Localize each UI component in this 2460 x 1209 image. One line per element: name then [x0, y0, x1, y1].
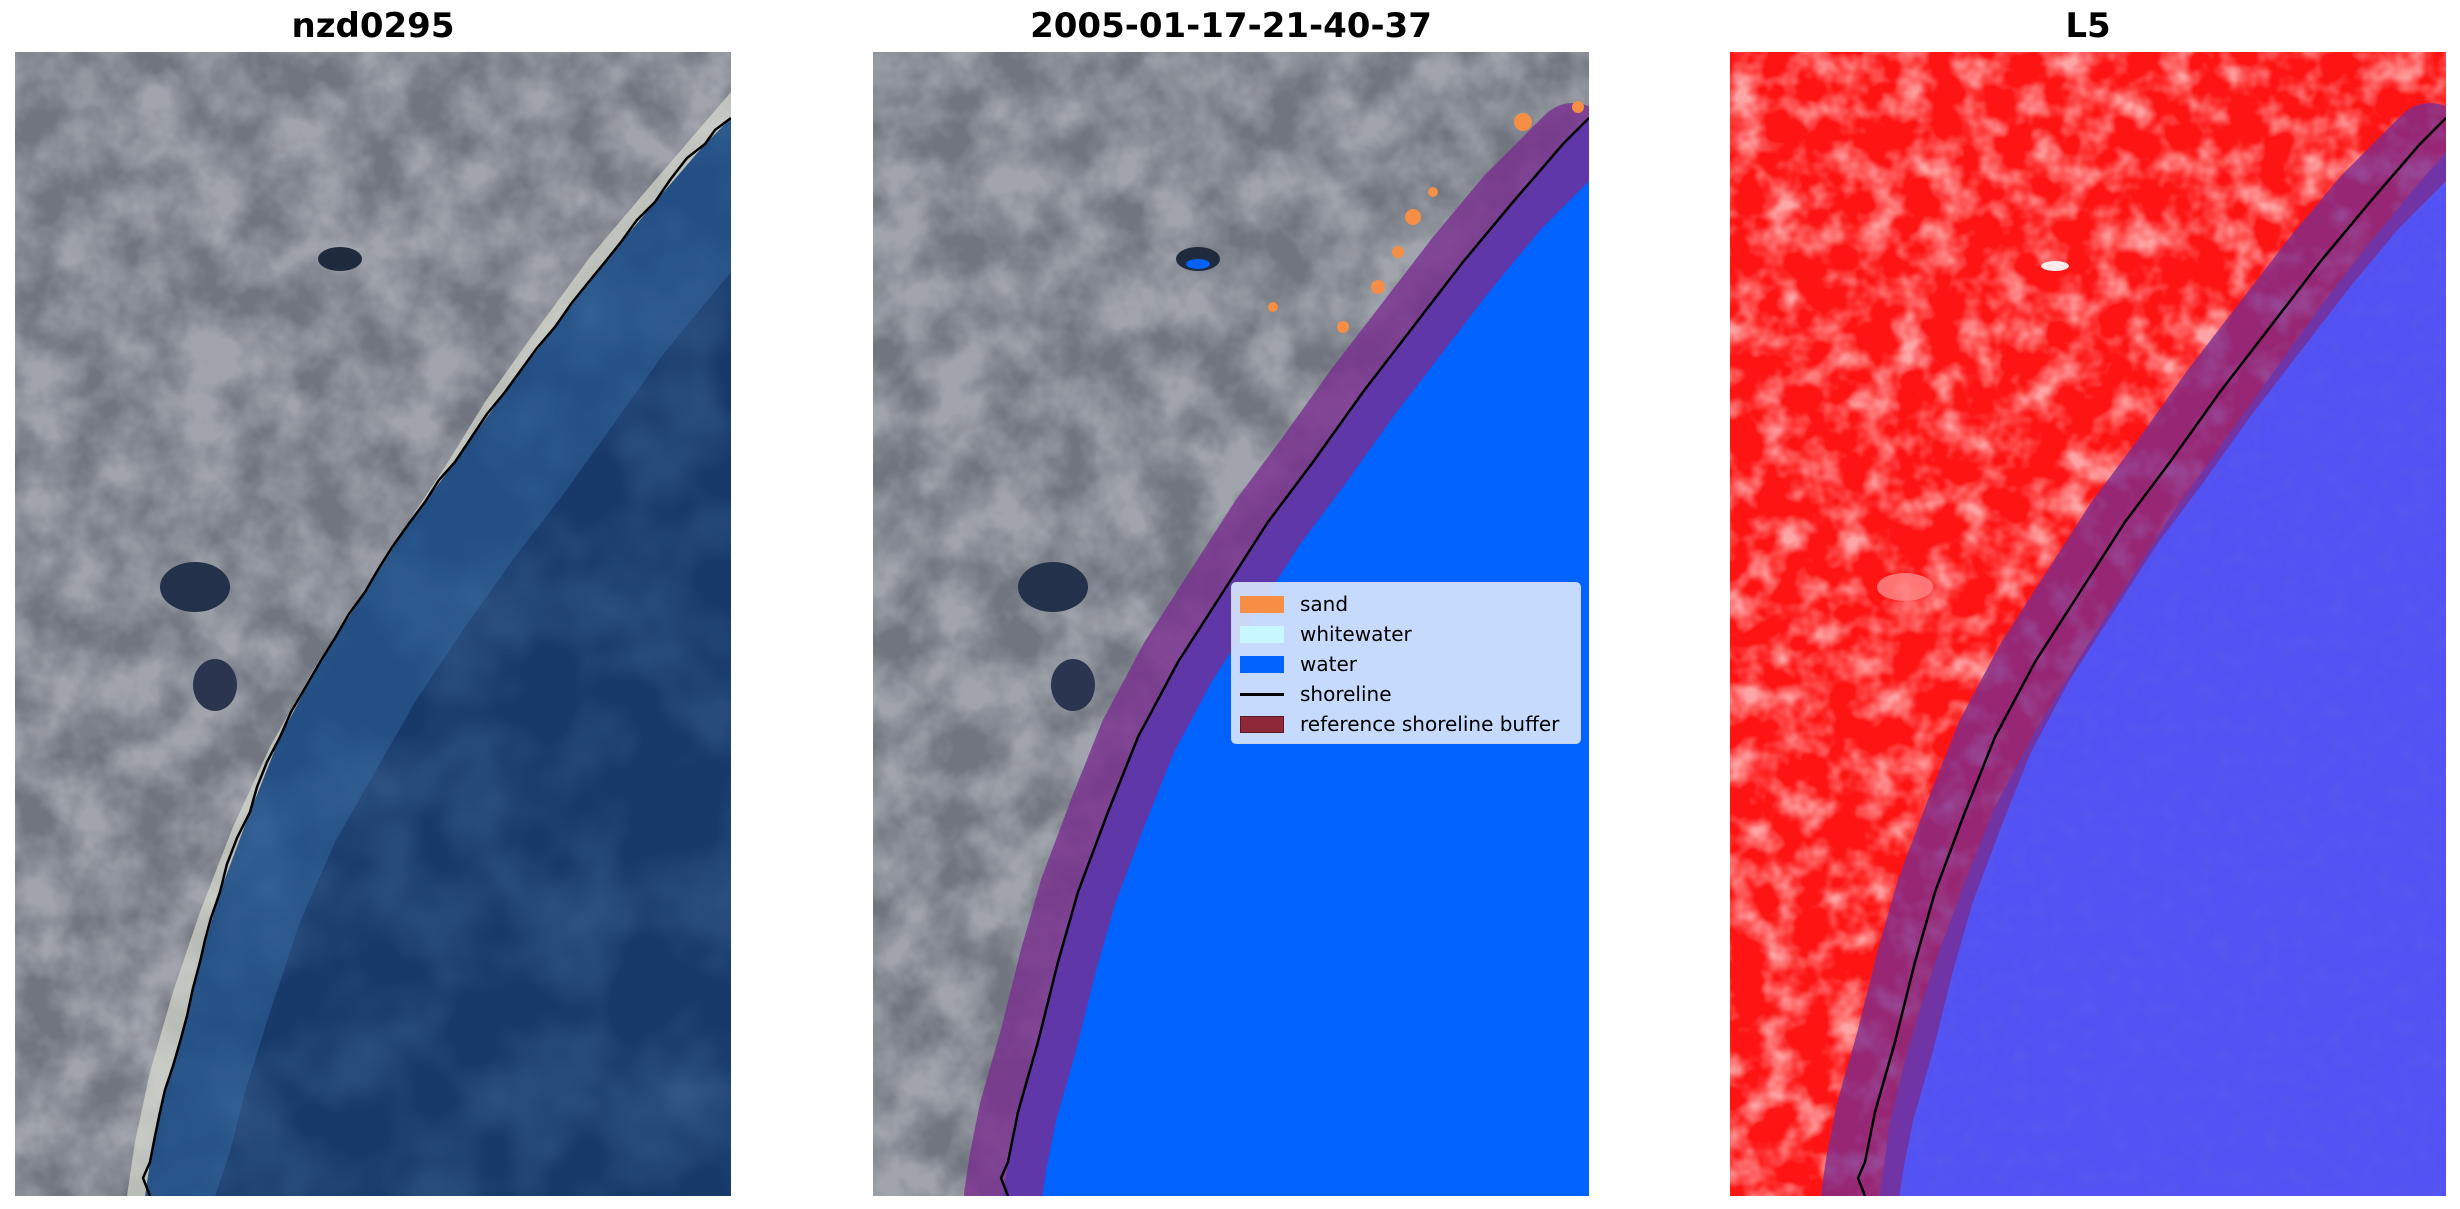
panel-classified: 2005-01-17-21-40-37 sand: [873, 0, 1589, 1209]
panel-title: nzd0295: [291, 6, 455, 46]
shoreline: [1856, 117, 2446, 1196]
legend-label: water: [1300, 652, 1357, 676]
shoreline: [999, 117, 1589, 1196]
water-class: [1186, 259, 1210, 269]
shoreline: [141, 117, 731, 1196]
panel-rgb: nzd0295: [15, 0, 731, 1209]
legend-swatch: [1240, 655, 1284, 673]
legend-line: [1240, 692, 1284, 696]
sand-class: [1268, 101, 1584, 333]
lake: [318, 247, 362, 271]
legend-label: sand: [1300, 592, 1349, 616]
lake: [160, 562, 230, 612]
legend-item-sand: sand: [1240, 589, 1572, 619]
legend-item-shoreline: shoreline: [1240, 679, 1572, 709]
legend: sand whitewater water shoreline referenc…: [1231, 582, 1581, 744]
legend-swatch: [1240, 715, 1284, 733]
legend-item-water: water: [1240, 649, 1572, 679]
index-image: [1730, 52, 2446, 1196]
panel-title: L5: [2065, 6, 2111, 46]
nearshore-water: [145, 118, 731, 1196]
lake: [193, 659, 237, 711]
satellite-rgb-image: [15, 52, 731, 1196]
legend-swatch: [1240, 625, 1284, 643]
legend-label: whitewater: [1300, 622, 1412, 646]
legend-item-reference-shoreline-buffer: reference shoreline buffer: [1240, 709, 1572, 739]
panel-index: L5: [1730, 0, 2446, 1209]
legend-swatch: [1240, 595, 1284, 613]
legend-item-whitewater: whitewater: [1240, 619, 1572, 649]
panel-title: 2005-01-17-21-40-37: [1030, 6, 1432, 46]
legend-label: reference shoreline buffer: [1300, 712, 1560, 736]
legend-label: shoreline: [1300, 682, 1392, 706]
